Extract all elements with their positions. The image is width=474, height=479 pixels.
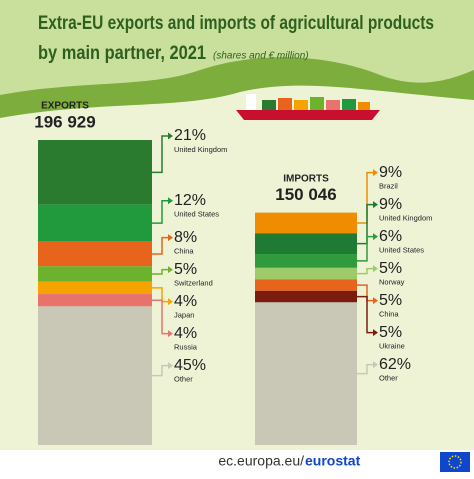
value-label: 5% [379,324,402,341]
partner-name: China [174,247,194,256]
leader-arrow [373,233,378,241]
bar-segment [38,306,152,445]
bar-segment [38,140,152,205]
bar-segment [255,267,357,280]
leader-line [152,299,168,335]
footer-site: ec.europa.eu/ [218,453,304,469]
bar-segment [255,290,357,303]
leader-arrow [373,297,378,305]
leader-line [357,171,373,224]
value-label: 5% [379,292,402,309]
eu-flag [440,452,470,472]
leader-arrow [168,197,173,205]
bar-segment [38,281,152,295]
leader-line [357,284,373,302]
value-label: 9% [379,196,402,213]
leader-arrow [373,265,378,273]
chart-subtitle: (shares and € million) [213,51,309,62]
partner-name: Russia [174,343,198,352]
leader-arrow [373,361,378,369]
partner-name: Brazil [379,182,398,191]
bar-segment [255,212,357,234]
bar-segment [255,233,357,255]
partner-name: Japan [174,311,194,320]
leader-line [152,135,168,174]
partner-name: Ukraine [379,342,405,351]
leader-line [357,235,373,262]
chart-title: by main partner, 2021 [38,43,206,64]
value-label: 8% [174,229,197,246]
leader-arrow [168,234,173,242]
bar-segment [255,279,357,291]
group-name: IMPORTS [283,173,329,184]
bar-segment [38,241,152,267]
partner-name: Other [174,375,193,384]
value-label: 12% [174,192,206,209]
bar-segment [38,294,152,307]
group-name: EXPORTS [41,101,89,112]
leader-line [152,364,168,377]
partner-name: China [379,310,399,319]
leader-line [357,267,373,275]
value-label: 5% [379,260,402,277]
leader-line [357,363,373,375]
group-total: 196 929 [34,112,95,131]
leader-arrow [373,201,378,209]
leader-line [357,203,373,245]
leader-line [152,287,168,303]
leader-arrow [168,330,173,338]
leader-line [357,295,373,334]
value-label: 62% [379,356,411,373]
ship [236,94,380,120]
partner-name: United Kingdom [379,214,432,223]
leader-arrow [373,169,378,177]
value-label: 9% [379,164,402,181]
partner-name: Norway [379,278,405,287]
leader-arrow [168,298,173,306]
partner-name: United Kingdom [174,145,227,154]
value-label: 5% [174,261,197,278]
value-label: 45% [174,357,206,374]
chart-title: Extra-EU exports and imports of agricult… [38,13,434,34]
value-label: 4% [174,325,197,342]
leader-arrow [168,266,173,274]
footer-brand: eurostat [305,453,361,469]
value-label: 6% [379,228,402,245]
bar-segment [255,254,357,268]
leader-arrow [373,329,378,337]
bar-segment [38,266,152,282]
leader-line [152,199,168,224]
leader-arrow [168,362,173,370]
leader-line [152,236,168,255]
partner-name: United States [379,246,424,255]
group-total: 150 046 [275,185,336,204]
bar-segment [255,302,357,445]
partner-name: Other [379,374,398,383]
eu-stars [448,455,462,469]
bar-segment [38,204,152,242]
partner-name: Switzerland [174,279,213,288]
leader-line [152,268,168,275]
leader-arrow [168,132,173,140]
value-label: 21% [174,127,206,144]
value-label: 4% [174,293,197,310]
footer-band [0,450,474,474]
partner-name: United States [174,210,219,219]
